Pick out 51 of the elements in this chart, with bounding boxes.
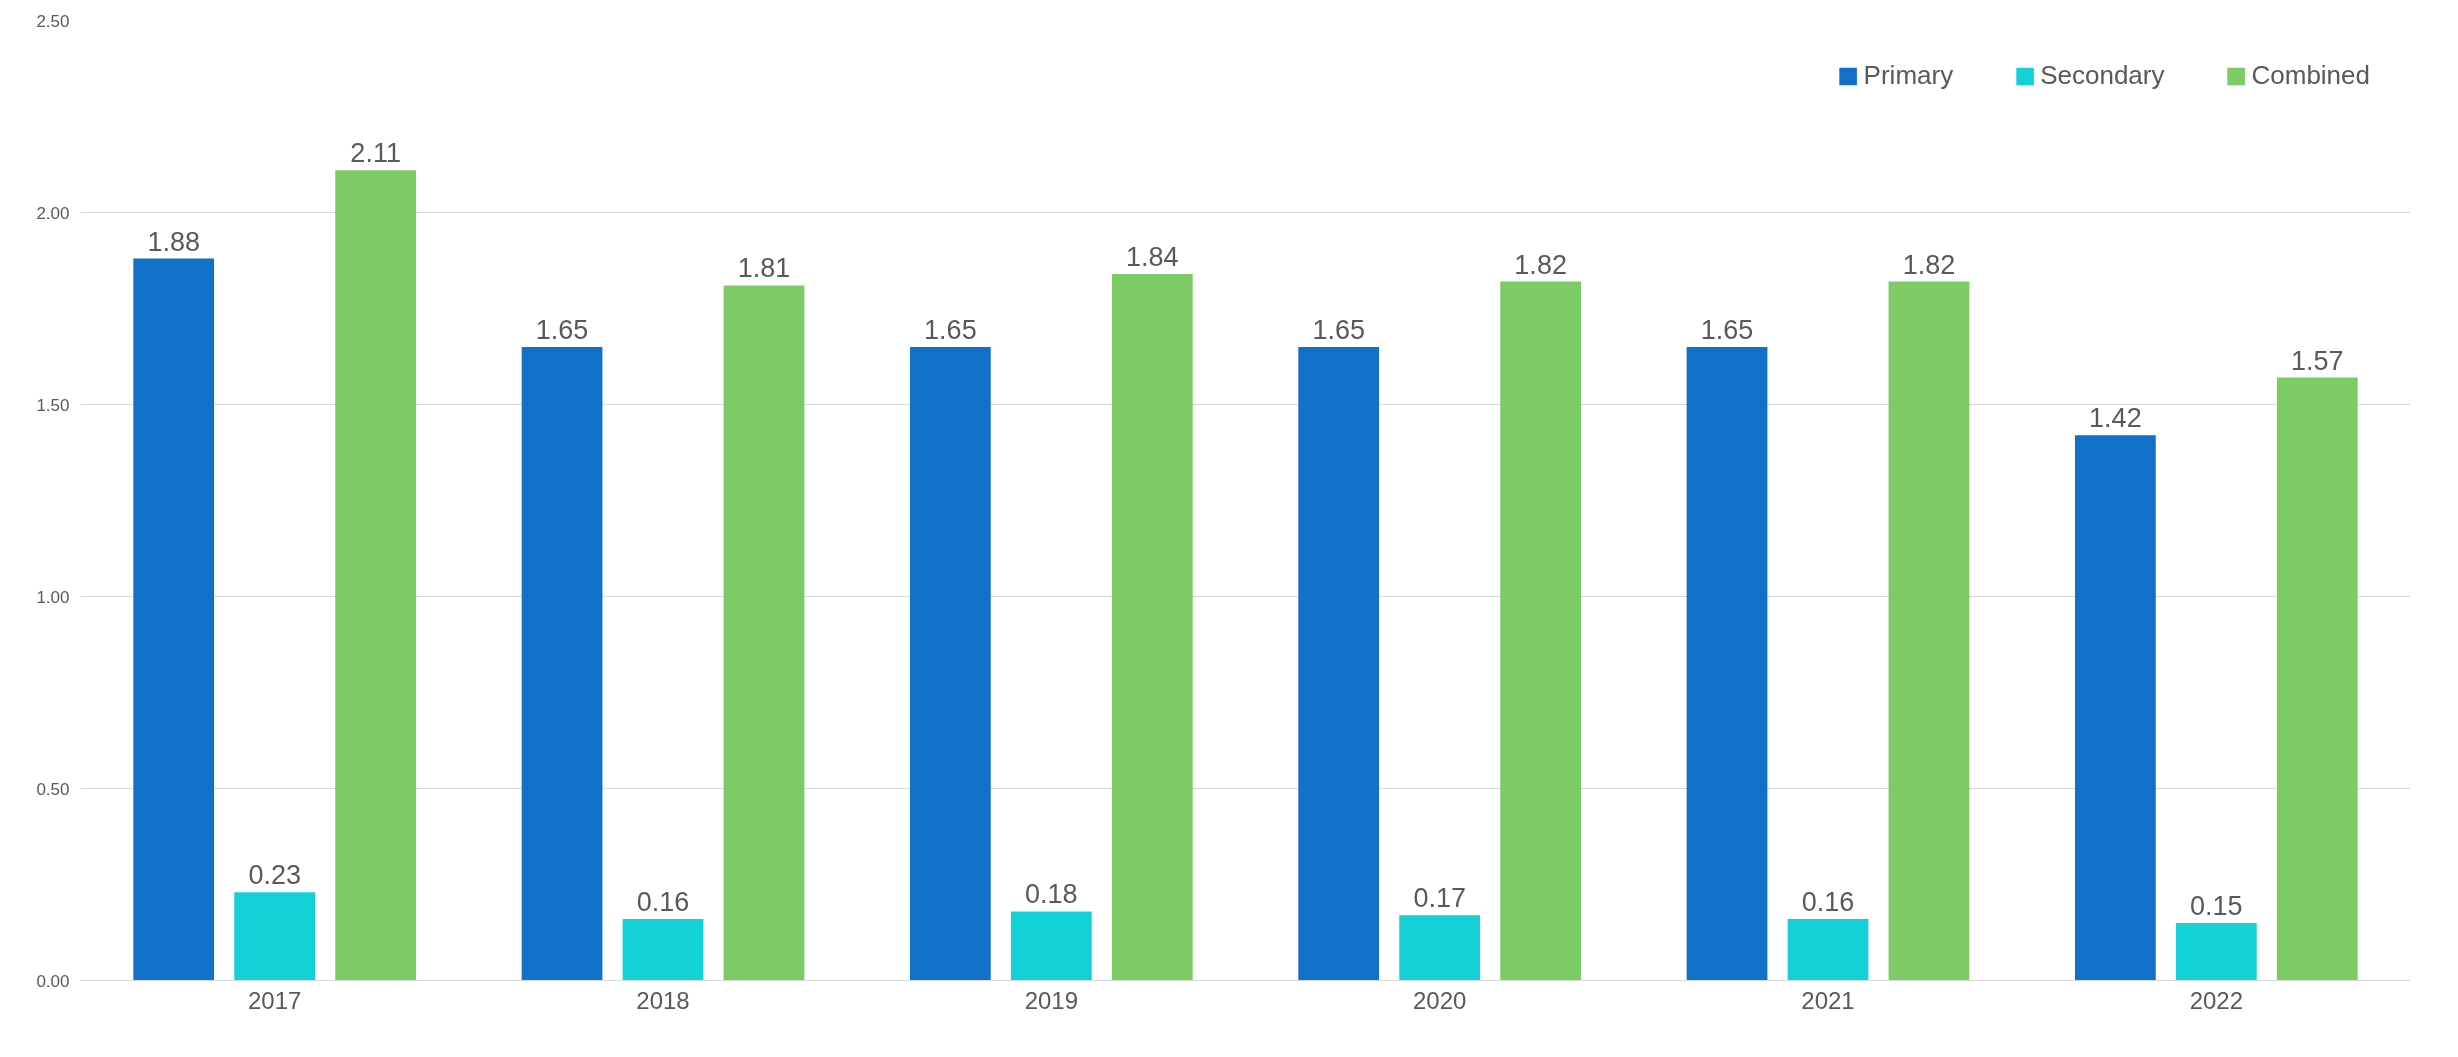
bar	[909, 346, 991, 981]
bar	[521, 346, 603, 981]
data-label: 1.65	[924, 314, 977, 345]
bar	[1010, 911, 1092, 981]
bar	[2074, 435, 2156, 981]
legend-label: Primary	[1863, 60, 1954, 91]
bar	[622, 919, 704, 981]
y-tick-label: 1.50	[36, 395, 70, 415]
data-label: 2.11	[350, 138, 401, 169]
x-tick-label: 2021	[1801, 986, 1855, 1014]
data-label: 1.84	[1126, 241, 1179, 272]
y-tick-label: 0.00	[36, 971, 70, 991]
data-label: 1.57	[2291, 345, 2344, 376]
data-label: 0.17	[1413, 883, 1466, 914]
data-label: 0.15	[2190, 890, 2243, 921]
x-tick-label: 2020	[1412, 986, 1467, 1014]
bar	[1111, 273, 1193, 981]
data-label: 1.82	[1514, 249, 1567, 280]
data-label: 1.81	[737, 253, 791, 284]
bar	[234, 892, 316, 981]
data-label: 1.65	[1700, 314, 1754, 345]
bar	[1500, 281, 1582, 981]
bar	[1787, 919, 1869, 981]
data-label: 1.88	[147, 226, 200, 257]
data-label: 0.16	[1801, 887, 1855, 918]
x-tick-label: 2019	[1024, 986, 1079, 1014]
data-label: 1.65	[1312, 314, 1365, 345]
x-tick-label: 2018	[636, 986, 690, 1014]
bar	[133, 258, 215, 981]
bar	[2175, 922, 2257, 981]
legend-label: Combined	[2251, 60, 2370, 91]
bar	[1298, 346, 1380, 981]
bar	[1686, 346, 1768, 981]
y-tick-label: 1.00	[36, 587, 70, 607]
y-tick-label: 2.00	[36, 203, 70, 223]
x-tick-label: 2017	[247, 986, 302, 1014]
data-label: 1.42	[2089, 403, 2142, 434]
data-label: 0.23	[248, 860, 301, 891]
data-label: 1.65	[535, 314, 589, 345]
data-label: 0.18	[1025, 879, 1078, 910]
data-label: 1.82	[1902, 249, 1956, 280]
bar	[1399, 915, 1481, 981]
data-label: 0.16	[636, 887, 690, 918]
bar	[1888, 281, 1970, 981]
bar	[723, 285, 805, 981]
bar	[335, 170, 417, 981]
x-tick-label: 2022	[2189, 986, 2244, 1014]
y-tick-label: 2.50	[36, 11, 70, 31]
legend-label: Secondary	[2040, 60, 2165, 91]
bar	[2276, 377, 2358, 981]
y-tick-label: 0.50	[36, 779, 70, 799]
